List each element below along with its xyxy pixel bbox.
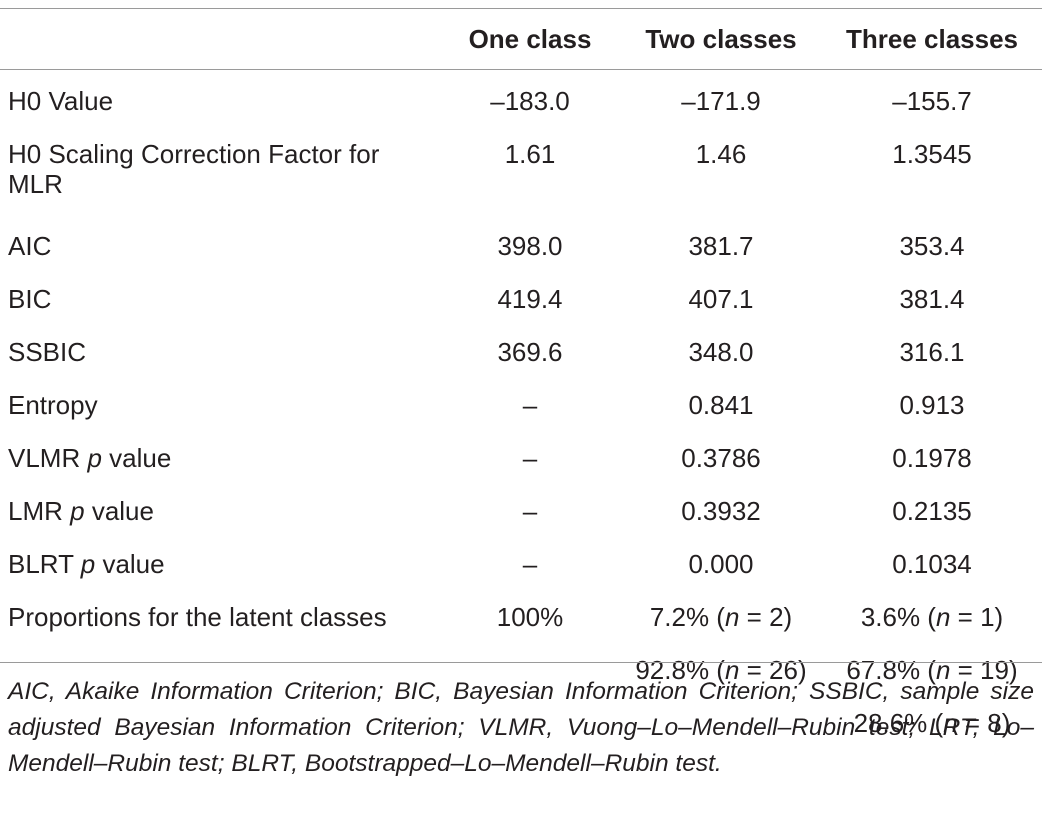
table-row: Proportions for the latent classes 100% 7.… xyxy=(0,594,1042,647)
table-row: BLRT p value – 0.000 0.1034 xyxy=(0,541,1042,594)
value-cell: 100% xyxy=(496,602,564,632)
value-cell: 0.2135 xyxy=(892,496,972,526)
table-row: SSBIC 369.6 348.0 316.1 xyxy=(0,329,1042,382)
value-cell: 0.841 xyxy=(688,390,754,420)
table-row: BIC 419.4 407.1 381.4 xyxy=(0,276,1042,329)
proportion-count: = 19) xyxy=(950,655,1018,685)
table-row: AIC 398.0 381.7 353.4 xyxy=(0,223,1042,276)
row-label-text: H0 Scaling Correction Factor for MLR xyxy=(8,139,380,199)
proportion-count: = 1) xyxy=(950,602,1004,632)
proportion-n: n xyxy=(935,602,951,632)
value-cell: 316.1 xyxy=(899,337,965,367)
value-cell: 348.0 xyxy=(688,337,754,367)
value-cell: 67.8% (n = 19) xyxy=(822,647,1042,700)
table-row: LMR p value – 0.3932 0.2135 xyxy=(0,488,1042,541)
header-one-class: One class xyxy=(468,23,592,54)
row-label: VLMR p value xyxy=(0,435,440,488)
header-three-classes: Three classes xyxy=(845,23,1018,54)
row-label-text: SSBIC xyxy=(8,337,87,367)
header-cell-blank xyxy=(0,10,440,68)
value-cell: 369.6 xyxy=(497,337,563,367)
table-row: 28.6% (n = 8) xyxy=(0,700,1042,753)
value-cell: 419.4 xyxy=(497,284,563,314)
value-cell: 0.3786 xyxy=(681,443,761,473)
row-label-text: BLRT xyxy=(8,549,81,579)
proportion-n: n xyxy=(943,708,958,738)
value-cell: 381.7 xyxy=(688,231,754,261)
header-two-classes: Two classes xyxy=(645,23,797,54)
value-cell: 28.6% (n = 8) xyxy=(822,700,1042,753)
row-label: SSBIC xyxy=(0,329,440,382)
value-cell: 3.6% (n = 1) xyxy=(822,594,1042,647)
row-label-text: BIC xyxy=(8,284,52,314)
value-cell: 0.3932 xyxy=(681,496,761,526)
row-label-suffix: value xyxy=(95,549,165,579)
row-label-text: AIC xyxy=(8,231,52,261)
value-cell: – xyxy=(522,496,538,526)
table-row: H0 Value –183.0 –171.9 –155.7 xyxy=(0,68,1042,131)
value-cell: 1.61 xyxy=(504,139,556,169)
model-fit-table: One class Two classes Three classes H0 V… xyxy=(0,10,1042,753)
value-cell: 0.1034 xyxy=(892,549,972,579)
value-cell: – xyxy=(522,549,538,579)
row-label: H0 Value xyxy=(0,68,440,131)
proportion-count: = 26) xyxy=(739,655,807,685)
value-cell: 0.1978 xyxy=(892,443,972,473)
row-label-italic: p xyxy=(87,443,102,473)
value-cell: 407.1 xyxy=(688,284,754,314)
row-label: LMR p value xyxy=(0,488,440,541)
value-cell: –183.0 xyxy=(490,86,570,116)
header-rule xyxy=(0,69,1042,70)
proportion-percent: 28.6% ( xyxy=(853,708,944,738)
row-label-suffix: value xyxy=(84,496,154,526)
table-footnote: AIC, Akaike Information Criterion; BIC, … xyxy=(8,678,1034,777)
table-row: 92.8% (n = 26) 67.8% (n = 19) xyxy=(0,647,1042,700)
row-label-suffix: value xyxy=(101,443,172,473)
row-label: AIC xyxy=(0,223,440,276)
value-cell: 353.4 xyxy=(899,231,965,261)
value-cell: –155.7 xyxy=(892,86,972,116)
bottom-rule xyxy=(0,662,1042,663)
row-label-text: VLMR xyxy=(8,443,88,473)
value-cell: 0.000 xyxy=(688,549,754,579)
row-label-text: Entropy xyxy=(8,390,98,420)
row-label: Entropy xyxy=(0,382,440,435)
row-label: BLRT p value xyxy=(0,541,440,594)
header-row: One class Two classes Three classes xyxy=(0,10,1042,68)
proportion-n: n xyxy=(724,602,740,632)
value-cell: 1.3545 xyxy=(892,139,972,169)
row-label: Proportions for the latent classes xyxy=(8,602,387,632)
value-cell: 1.46 xyxy=(695,139,747,169)
value-cell: 381.4 xyxy=(899,284,965,314)
table-row: H0 Scaling Correction Factor for MLR 1.61… xyxy=(0,131,1042,223)
value-cell: 7.2% (n = 2) xyxy=(620,594,822,647)
value-cell: – xyxy=(522,390,538,420)
table-row: Entropy – 0.841 0.913 xyxy=(0,382,1042,435)
proportion-percent: 92.8% ( xyxy=(635,655,725,685)
proportion-percent: 7.2% ( xyxy=(649,602,725,632)
value-cell: – xyxy=(522,443,538,473)
proportion-percent: 67.8% ( xyxy=(846,655,936,685)
value-cell: 92.8% (n = 26) xyxy=(620,647,822,700)
proportion-count: = 8) xyxy=(957,708,1011,738)
top-rule xyxy=(0,8,1042,9)
row-label: H0 Scaling Correction Factor for MLR xyxy=(0,131,440,223)
proportion-count: = 2) xyxy=(739,602,793,632)
value-cell: 398.0 xyxy=(497,231,563,261)
proportion-percent: 3.6% ( xyxy=(860,602,936,632)
row-label-text: H0 Value xyxy=(8,86,114,116)
row-label-text: LMR xyxy=(8,496,71,526)
value-cell: –171.9 xyxy=(681,86,761,116)
table-row: VLMR p value – 0.3786 0.1978 xyxy=(0,435,1042,488)
row-label-italic: p xyxy=(70,496,85,526)
row-label-italic: p xyxy=(80,549,96,579)
value-cell: 0.913 xyxy=(899,390,965,420)
row-label: BIC xyxy=(0,276,440,329)
